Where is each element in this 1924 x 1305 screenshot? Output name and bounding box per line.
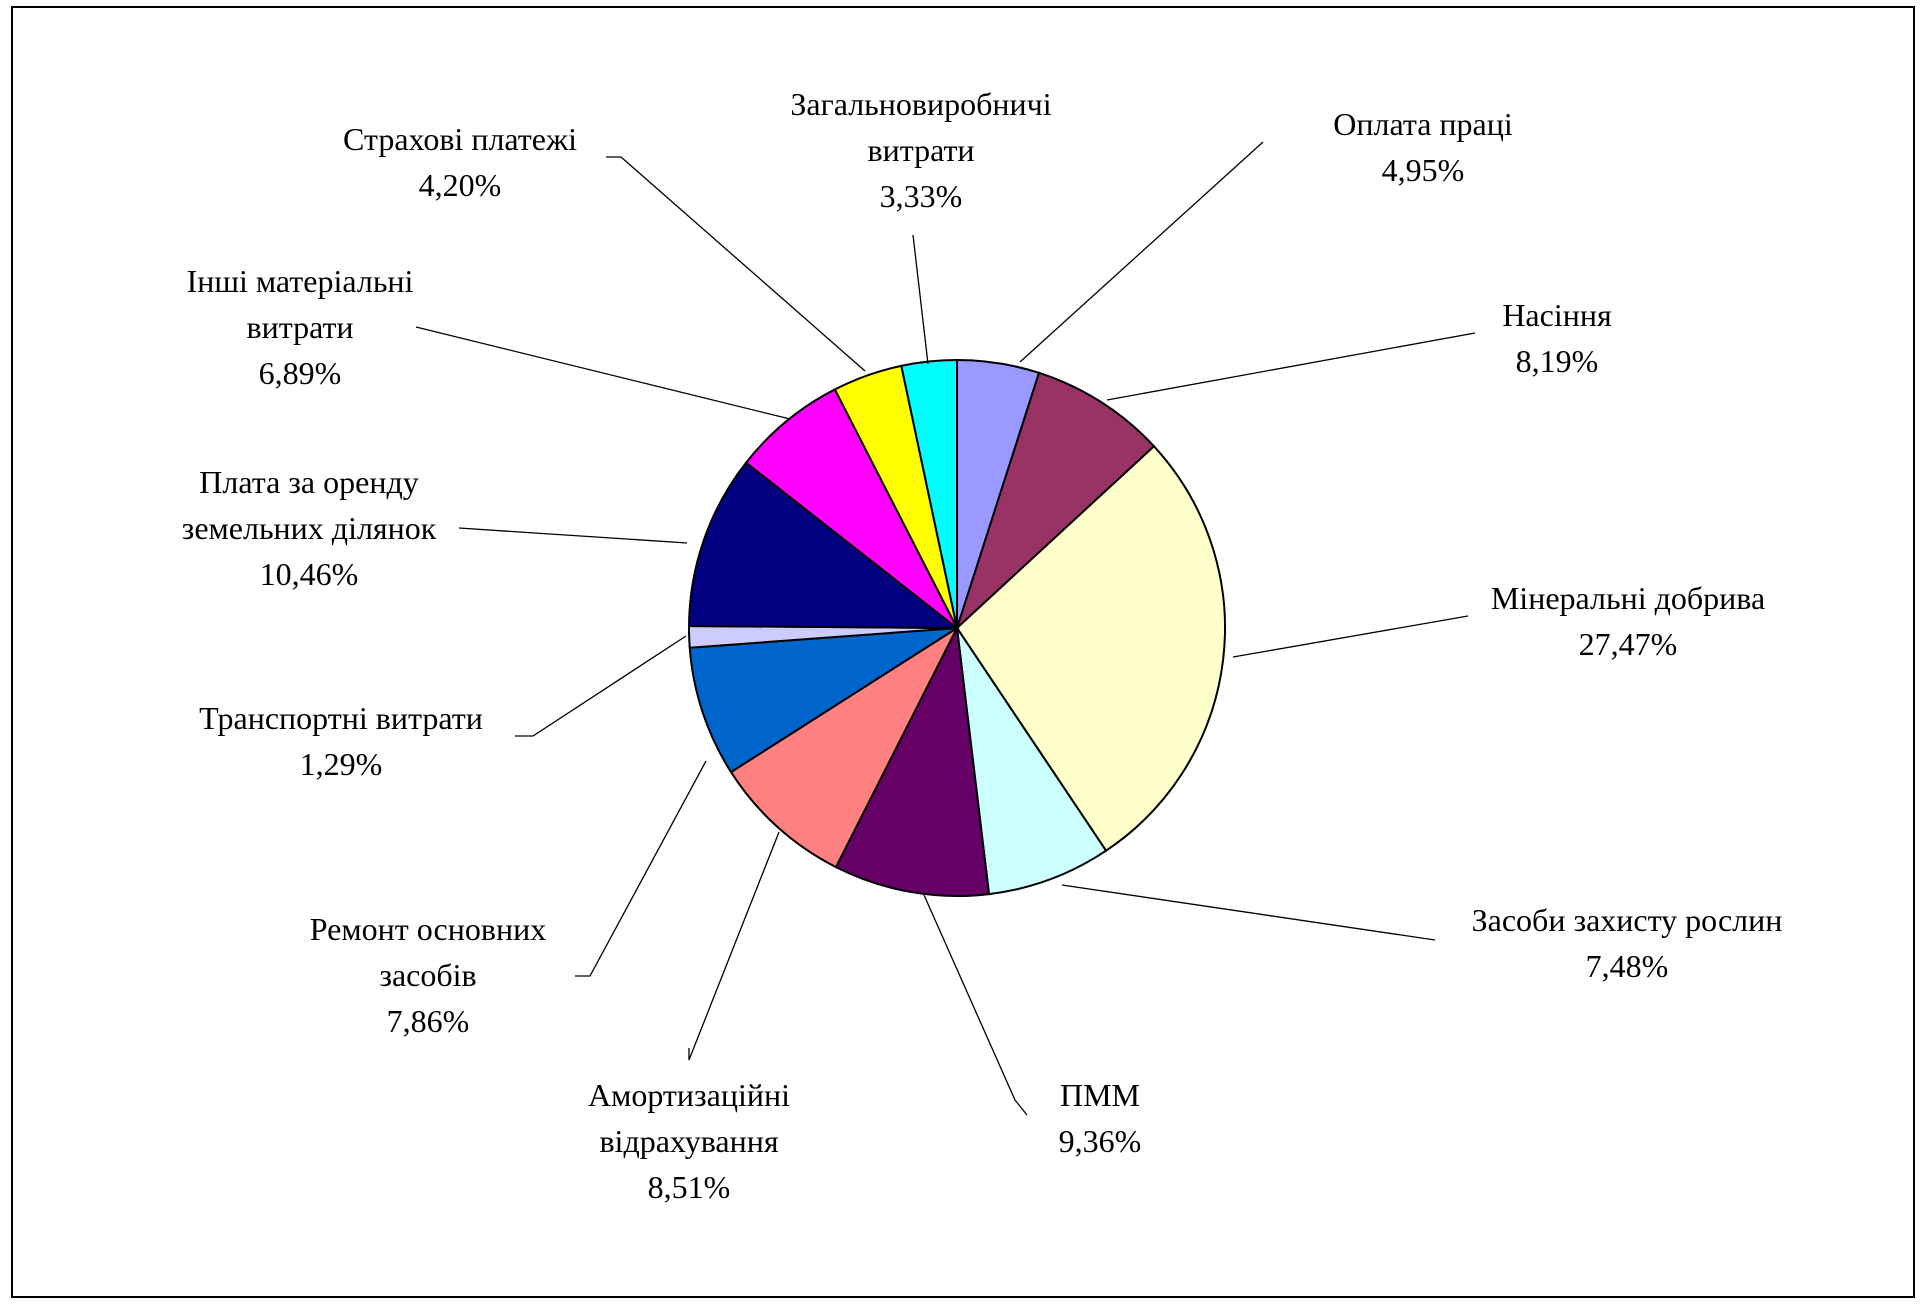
- pie-slice-3: [955, 444, 1226, 853]
- leader-line-12: [912, 234, 929, 365]
- pie-slice-7: [688, 627, 958, 774]
- slice-value-label-6: 8,51%: [648, 1169, 731, 1205]
- slice-value-label-9: 10,46%: [260, 556, 359, 592]
- leader-line-10: [415, 326, 791, 420]
- slice-value-label-11: 4,20%: [419, 167, 502, 203]
- slice-name-label-2: Насіння: [1502, 297, 1612, 333]
- slice-value-label-3: 27,47%: [1579, 626, 1678, 662]
- leader-line-5: [923, 894, 1028, 1116]
- leader-line-7: [575, 760, 707, 977]
- slice-value-label-4: 7,48%: [1586, 948, 1669, 984]
- leader-line-2: [1106, 332, 1476, 401]
- slice-name-label-3: Мінеральні добрива: [1491, 580, 1765, 616]
- leader-line-6: [688, 831, 780, 1061]
- slice-name-label-6: відрахування: [599, 1123, 778, 1159]
- slice-name-label-9: земельних ділянок: [182, 510, 437, 546]
- slice-value-label-7: 7,86%: [387, 1003, 470, 1039]
- pie-slice-5: [834, 624, 991, 897]
- slice-name-label-1: Оплата праці: [1333, 106, 1513, 142]
- slice-name-label-12: Загальновиробничі: [790, 86, 1051, 122]
- slice-name-label-5: ПММ: [1060, 1077, 1140, 1113]
- slice-name-label-8: Транспортні витрати: [199, 700, 483, 736]
- slice-name-label-12: витрати: [867, 132, 974, 168]
- slice-name-label-6: Амортизаційні: [588, 1077, 790, 1113]
- pie-slice-4: [956, 627, 1108, 896]
- slice-value-label-10: 6,89%: [259, 355, 342, 391]
- leader-line-1: [1019, 141, 1264, 363]
- leader-line-8: [515, 635, 687, 737]
- slice-name-label-7: Ремонт основних: [310, 911, 546, 947]
- leader-line-11: [606, 156, 866, 372]
- slice-value-label-8: 1,29%: [300, 746, 383, 782]
- pie-slice-10: [744, 388, 958, 629]
- slice-name-label-10: Інші матеріальні: [187, 263, 414, 299]
- pie-slices: [688, 358, 1226, 897]
- leader-line-3: [1232, 615, 1469, 658]
- slice-name-label-9: Плата за оренду: [199, 464, 418, 500]
- slice-name-label-7: засобів: [379, 957, 476, 993]
- pie-slice-2: [954, 371, 1156, 632]
- slice-name-label-11: Страхові платежі: [343, 121, 577, 157]
- slice-name-label-4: Засоби захисту рослин: [1472, 902, 1783, 938]
- leader-line-9: [458, 527, 688, 544]
- slice-value-label-2: 8,19%: [1516, 343, 1599, 379]
- leader-lines: [415, 141, 1476, 1116]
- pie-slice-6: [729, 625, 960, 869]
- slice-value-label-1: 4,95%: [1382, 152, 1465, 188]
- slice-name-label-10: витрати: [246, 309, 353, 345]
- pie-slice-12: [900, 358, 958, 629]
- pie-slice-9: [688, 461, 960, 630]
- slice-labels: Оплата праці 4,95% Насіння 8,19% Мінеральні …: [182, 86, 1783, 1205]
- slice-value-label-5: 9,36%: [1059, 1123, 1142, 1159]
- leader-line-4: [1061, 884, 1436, 941]
- slice-value-label-12: 3,33%: [880, 178, 963, 214]
